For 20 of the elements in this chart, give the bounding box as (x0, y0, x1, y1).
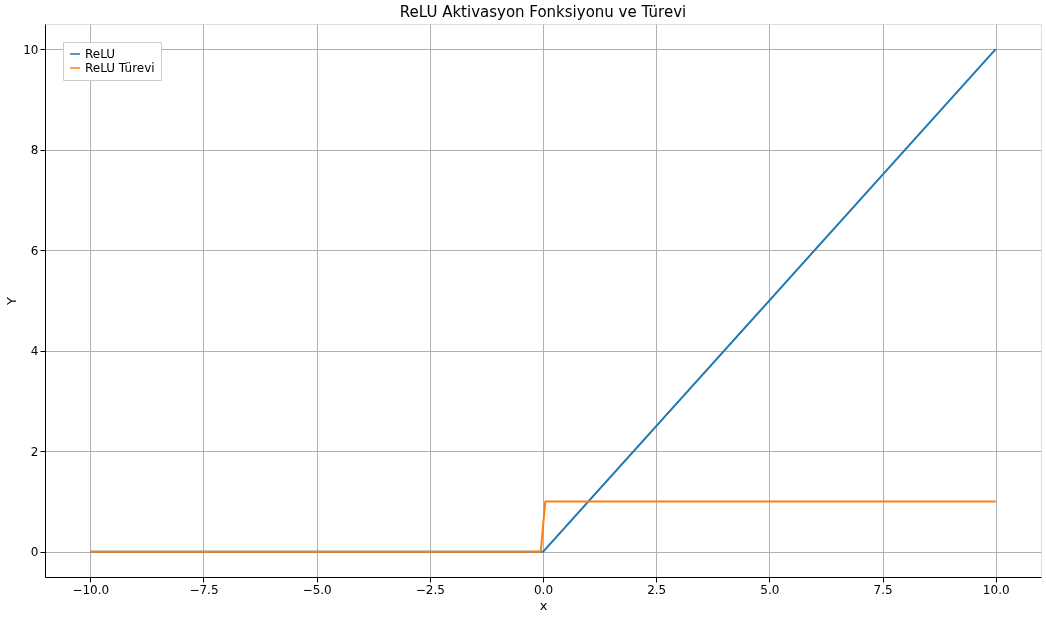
y-axis-title: Y (4, 296, 20, 306)
x-tick-label: 2.5 (647, 582, 667, 597)
x-axis-title: x (539, 597, 548, 613)
y-tick-label: 10 (23, 42, 39, 57)
x-tick-label: 5.0 (760, 582, 780, 597)
legend-label: ReLU (85, 47, 116, 61)
x-tick-label: −10.0 (72, 582, 110, 597)
y-tick-label: 8 (30, 143, 39, 158)
x-tick-label: −5.0 (302, 582, 332, 597)
x-tick-label: 10.0 (982, 582, 1010, 597)
x-tick-label: 7.5 (873, 582, 893, 597)
chart-title: ReLU Aktivasyon Fonksiyonu ve Türevi (399, 3, 687, 21)
x-tick-label: 0.0 (533, 582, 554, 597)
y-tick-label: 4 (30, 344, 39, 359)
legend-label: ReLU Türevi (85, 61, 155, 75)
y-tick-label: 2 (30, 444, 39, 459)
x-tick-label: −7.5 (189, 582, 219, 597)
x-tick-label: −2.5 (415, 582, 445, 597)
y-tick-label: 6 (30, 243, 39, 258)
y-tick-label: 0 (30, 545, 39, 560)
